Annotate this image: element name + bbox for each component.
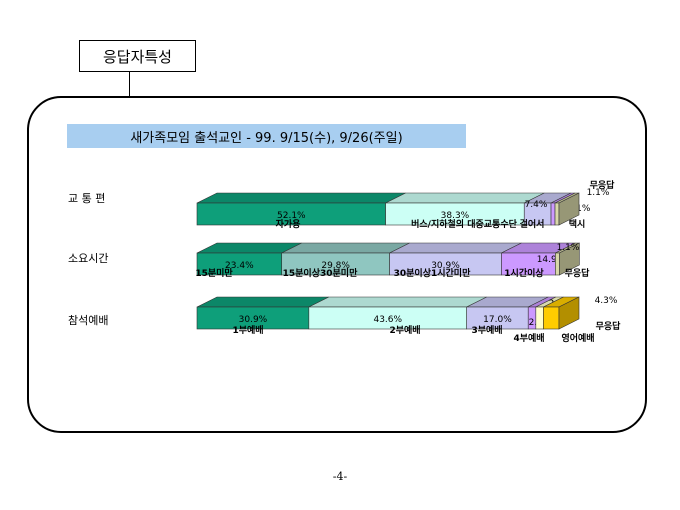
segment-name-r2-s4: 영어예배	[561, 332, 594, 344]
bar-top-r2-s0	[196, 296, 329, 308]
bar-side-r1	[559, 242, 580, 276]
data-label-r1-s1: 29.8%	[321, 261, 350, 271]
data-label-r2-s0: 30.9%	[239, 315, 268, 325]
chart-banner: 새가족모임 출석교인 - 99. 9/15(수), 9/26(주일)	[67, 124, 466, 148]
bar-segment-r2-s4	[535, 306, 544, 330]
page-number: -4-	[332, 470, 348, 483]
row-label-travel-time: 소요시간	[68, 252, 109, 265]
bar-segment-r1-s4	[555, 252, 560, 276]
row-label-transport: 교 통 편	[68, 192, 106, 205]
bar-side-r0	[558, 192, 580, 226]
segment-name-r2-s1: 2부예배	[389, 324, 420, 336]
bar-top-r1-s2	[389, 242, 522, 254]
data-label-r1-s2: 30.9%	[431, 261, 460, 271]
bar-top-r2-s1	[308, 296, 487, 308]
segment-name-r2-s2: 3부예배	[471, 324, 502, 336]
bar-segment-r0-s3	[550, 202, 556, 226]
segment-name-r0-s3: 택시	[569, 219, 586, 230]
segment-name-r1-s0: 15분미만	[195, 267, 233, 279]
data-label-r2-s2: 17.0%	[483, 315, 512, 325]
segment-name-r1-s2: 30분이상1시간미만	[394, 267, 471, 279]
bar-top-r0-s1	[385, 192, 545, 204]
segment-name-r2-s0: 1부예배	[232, 324, 263, 336]
segment-name-r1-s4: 무응답	[565, 267, 591, 279]
banner-title: 새가족모임 출석교인 - 99. 9/15(수), 9/26(주일)	[130, 130, 403, 146]
bar-top-r1-s1	[281, 242, 410, 254]
data-label-r2-s5: 4.3%	[595, 296, 618, 306]
segment-name-r1-s3: 1시간이상	[504, 267, 544, 279]
segment-name-r2-s5: 무응답	[596, 320, 622, 332]
bar-segment-r0-s4	[554, 202, 560, 226]
row-label-service: 참석예배	[68, 314, 109, 327]
segment-name-r1-s1: 15분이상30분미만	[283, 267, 358, 279]
section-tag: 응답자특성	[79, 40, 196, 72]
segment-name-r2-s3: 4부예배	[513, 332, 544, 344]
segment-name-r0-s0: 자가용	[276, 218, 301, 230]
data-label-r1-s3: 14.9%	[537, 255, 566, 265]
data-label-r1-s0: 23.4%	[225, 261, 254, 271]
data-label-r2-s1: 43.6%	[373, 315, 402, 325]
tag-connector-line	[129, 72, 130, 98]
segment-name-r0-s2: 걸어서	[520, 218, 545, 230]
data-label-r0-s4: 1.1%	[587, 188, 610, 198]
bar-segment-r2-s5	[543, 306, 560, 330]
data-label-r0-s2: 7.4%	[525, 200, 548, 210]
data-label-r0-s1: 38.3%	[441, 211, 470, 221]
data-label-r0-s0: 52.1%	[277, 211, 306, 221]
segment-name-r0-s1: 버스/지하철의 대중교통수단	[411, 218, 518, 230]
section-tag-label: 응답자특성	[102, 47, 172, 66]
segment-name-r0-s4: 무응답	[590, 179, 616, 191]
data-label-r1-s4: 1.1%	[557, 243, 580, 253]
bar-side-r2	[558, 296, 580, 330]
bar-top-r0-s0	[196, 192, 406, 204]
